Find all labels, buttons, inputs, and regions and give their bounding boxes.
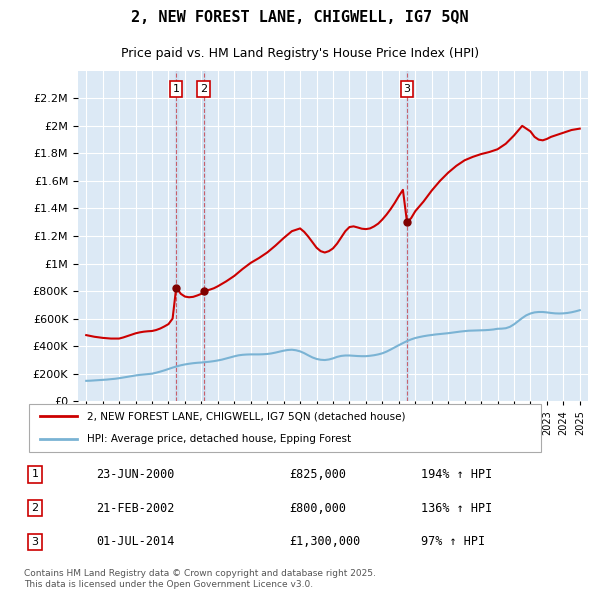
Text: 1: 1: [32, 470, 38, 480]
Text: 2: 2: [200, 84, 207, 94]
Text: 3: 3: [32, 537, 38, 547]
Text: 2: 2: [31, 503, 38, 513]
Text: 3: 3: [404, 84, 410, 94]
Text: HPI: Average price, detached house, Epping Forest: HPI: Average price, detached house, Eppi…: [88, 434, 352, 444]
Text: Contains HM Land Registry data © Crown copyright and database right 2025.
This d: Contains HM Land Registry data © Crown c…: [24, 569, 376, 589]
Text: 2, NEW FOREST LANE, CHIGWELL, IG7 5QN: 2, NEW FOREST LANE, CHIGWELL, IG7 5QN: [131, 10, 469, 25]
Text: £800,000: £800,000: [289, 502, 346, 514]
Text: 136% ↑ HPI: 136% ↑ HPI: [421, 502, 493, 514]
Text: 194% ↑ HPI: 194% ↑ HPI: [421, 468, 493, 481]
Text: 97% ↑ HPI: 97% ↑ HPI: [421, 535, 485, 548]
Bar: [175, 71, 178, 401]
Text: Price paid vs. HM Land Registry's House Price Index (HPI): Price paid vs. HM Land Registry's House …: [121, 47, 479, 60]
Text: 01-JUL-2014: 01-JUL-2014: [96, 535, 174, 548]
Text: 1: 1: [173, 84, 180, 94]
Text: £1,300,000: £1,300,000: [289, 535, 360, 548]
Text: 2, NEW FOREST LANE, CHIGWELL, IG7 5QN (detached house): 2, NEW FOREST LANE, CHIGWELL, IG7 5QN (d…: [88, 411, 406, 421]
Text: 23-JUN-2000: 23-JUN-2000: [96, 468, 174, 481]
Text: £825,000: £825,000: [289, 468, 346, 481]
FancyBboxPatch shape: [29, 404, 541, 452]
Text: 21-FEB-2002: 21-FEB-2002: [96, 502, 174, 514]
Bar: [406, 71, 409, 401]
Bar: [202, 71, 205, 401]
